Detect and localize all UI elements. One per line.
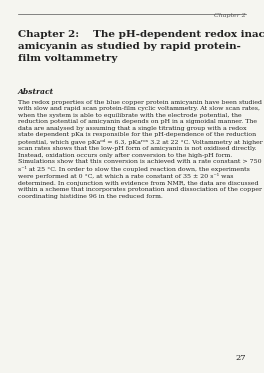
Text: The redox properties of the blue copper protein amicyanin have been studied with: The redox properties of the blue copper … [18,100,263,199]
Text: 27: 27 [235,354,246,362]
Text: Chapter 2: Chapter 2 [214,13,246,18]
Text: Abstract: Abstract [18,88,54,96]
Text: Chapter 2:  The pH-dependent redox inactivation of
amicyanin as studied by rapid: Chapter 2: The pH-dependent redox inacti… [18,30,264,63]
